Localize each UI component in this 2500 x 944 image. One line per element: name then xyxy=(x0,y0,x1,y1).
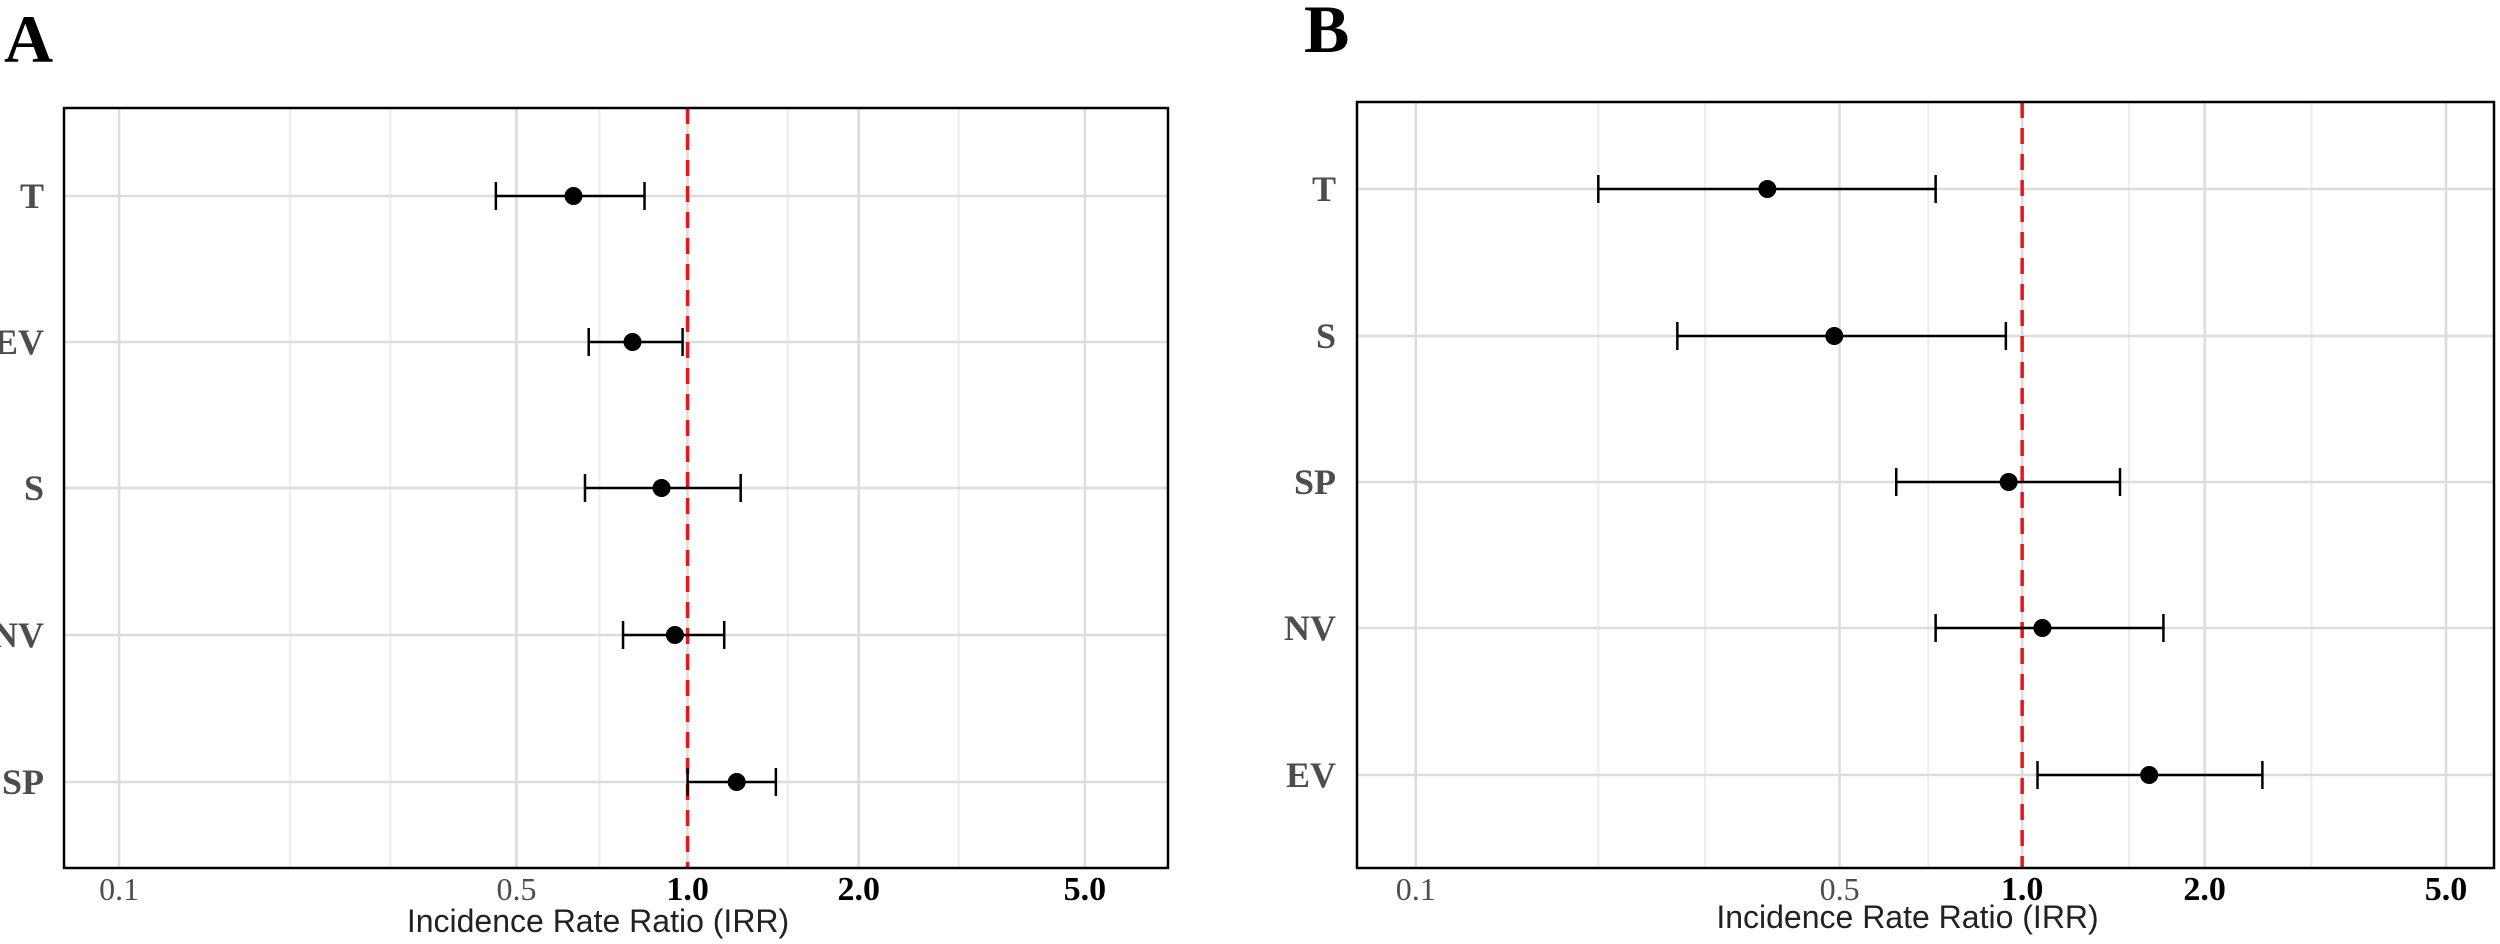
x-tick-label: 1.0 xyxy=(666,871,709,908)
category-label: NV xyxy=(1284,608,1336,648)
panel-label: B xyxy=(1304,0,1349,67)
x-tick-label: 0.5 xyxy=(496,871,536,907)
plot-border xyxy=(62,106,1170,870)
point-estimate xyxy=(564,187,583,205)
category-label: SP xyxy=(1294,462,1336,502)
category-label: S xyxy=(24,468,44,508)
point-estimate xyxy=(665,626,684,644)
point-estimate xyxy=(1999,473,2018,491)
category-label: S xyxy=(1316,316,1336,356)
x-tick-label: 0.1 xyxy=(99,871,139,907)
x-tick-label: 5.0 xyxy=(2425,871,2468,908)
point-estimate xyxy=(2033,619,2052,637)
category-label: NV xyxy=(0,615,44,655)
point-estimate xyxy=(2140,766,2159,784)
x-axis-title: Incidence Rate Ratio (IRR) xyxy=(407,903,789,939)
x-tick-label: 0.1 xyxy=(1396,871,1436,907)
x-tick-label: 2.0 xyxy=(837,871,880,908)
category-label: EV xyxy=(0,322,44,362)
panel-label: A xyxy=(4,1,53,77)
x-tick-label: 2.0 xyxy=(2183,871,2226,908)
point-estimate xyxy=(623,333,642,351)
category-label: SP xyxy=(2,762,44,802)
point-estimate xyxy=(1758,180,1777,198)
x-tick-label: 0.5 xyxy=(1820,871,1860,907)
point-estimate xyxy=(1825,327,1844,345)
x-tick-label: 5.0 xyxy=(1064,871,1107,908)
point-estimate xyxy=(727,773,746,791)
panel-a: A T EV S NV SP 0.1 0.5 1.0 2.0 5.0 Incidence Rate R… xyxy=(0,1,1170,939)
x-tick-label: 1.0 xyxy=(2001,871,2044,908)
plot-border xyxy=(1355,100,2496,870)
category-label: EV xyxy=(1286,755,1336,795)
x-axis-title: Incidence Rate Ratio (IRR) xyxy=(1716,899,2098,935)
point-estimate xyxy=(652,479,671,497)
category-label: T xyxy=(1312,169,1336,209)
panel-b: B T S SP NV EV 0.1 0.5 1.0 2.0 5.0 Incidence Rate R… xyxy=(1284,0,2496,935)
category-label: T xyxy=(20,176,44,216)
